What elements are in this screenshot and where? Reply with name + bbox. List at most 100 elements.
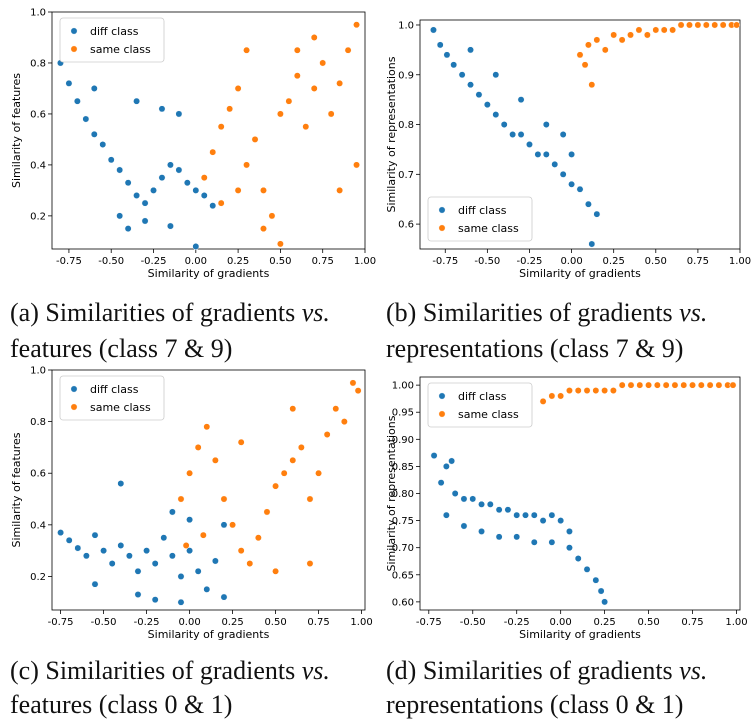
x-tick-label: -0.25 bbox=[141, 256, 167, 267]
scatter-point bbox=[251, 135, 259, 143]
scatter-point bbox=[702, 21, 710, 29]
scatter-point bbox=[124, 179, 132, 187]
scatter-point bbox=[175, 166, 183, 174]
x-tick-label: -0.50 bbox=[474, 256, 500, 267]
series-same-class bbox=[200, 21, 360, 248]
y-tick-label: 0.80 bbox=[392, 489, 414, 500]
scatter-point bbox=[566, 387, 573, 394]
legend-label: same class bbox=[90, 43, 151, 56]
legend: diff class same class bbox=[427, 196, 533, 242]
scatter-point bbox=[574, 387, 582, 394]
scatter-point bbox=[430, 452, 438, 460]
scatter-point bbox=[209, 202, 217, 210]
scatter-point bbox=[272, 567, 280, 575]
scatter-point bbox=[302, 123, 310, 131]
scatter-point bbox=[467, 81, 474, 89]
x-tick-label: 0.50 bbox=[264, 617, 286, 628]
scatter-point bbox=[548, 392, 556, 400]
scatter-point bbox=[203, 585, 211, 593]
scatter-point bbox=[272, 482, 280, 490]
series-same-class bbox=[177, 379, 362, 575]
scatter-point bbox=[478, 500, 485, 508]
scatter-point bbox=[686, 21, 693, 29]
scatter-point bbox=[260, 186, 267, 194]
scatter-point bbox=[143, 547, 151, 555]
x-tick-label: 0.50 bbox=[637, 617, 659, 628]
scatter-point bbox=[469, 495, 477, 503]
scatter-point bbox=[715, 381, 723, 389]
scatter-point bbox=[177, 573, 185, 580]
x-axis-label: Similarity of gradients bbox=[148, 628, 270, 641]
scatter-point bbox=[199, 531, 207, 539]
y-axis-label: Similarity of features bbox=[10, 432, 23, 547]
scatter-point bbox=[492, 71, 500, 79]
scatter-point bbox=[551, 160, 559, 168]
legend-marker bbox=[70, 45, 78, 53]
scatter-point bbox=[353, 21, 360, 29]
scatter-point bbox=[557, 517, 565, 525]
scatter-point bbox=[451, 490, 459, 497]
scatter-point bbox=[151, 596, 159, 604]
scatter-point bbox=[332, 405, 340, 413]
x-tick-label: 0.25 bbox=[593, 617, 615, 628]
scatter-point bbox=[183, 179, 191, 187]
scatter-point bbox=[116, 212, 124, 220]
scatter-point bbox=[175, 110, 183, 118]
scatter-point bbox=[310, 34, 318, 41]
legend-label: diff class bbox=[458, 204, 507, 217]
scatter-point bbox=[542, 121, 550, 128]
scatter-point bbox=[315, 469, 323, 477]
scatter-point bbox=[116, 166, 124, 174]
scatter-point bbox=[280, 469, 288, 477]
x-tick-label: 0.50 bbox=[645, 256, 667, 267]
x-tick-label: -0.75 bbox=[416, 617, 442, 628]
scatter-point bbox=[234, 186, 242, 194]
legend-marker bbox=[70, 403, 78, 411]
series-same-class bbox=[539, 381, 737, 405]
scatter-point bbox=[234, 85, 242, 92]
y-tick-label: 0.4 bbox=[30, 160, 46, 171]
scatter-point bbox=[729, 381, 737, 389]
series-diff-class bbox=[57, 480, 228, 606]
legend-marker bbox=[438, 206, 446, 214]
scatter-point bbox=[182, 542, 190, 549]
scatter-point bbox=[100, 547, 108, 555]
scatter-point bbox=[711, 21, 719, 29]
scatter-point bbox=[652, 26, 660, 34]
scatter-point bbox=[203, 423, 211, 431]
scatter-point bbox=[134, 591, 142, 598]
scatter-point bbox=[220, 495, 228, 503]
scatter-point bbox=[430, 26, 437, 34]
x-tick-label: 0.75 bbox=[687, 256, 709, 267]
scatter-point bbox=[583, 565, 591, 573]
legend-box bbox=[427, 382, 533, 428]
scatter-point bbox=[220, 521, 228, 529]
scatter-point bbox=[177, 598, 185, 606]
scatter-point bbox=[168, 508, 176, 516]
x-tick-label: 0.75 bbox=[307, 617, 329, 628]
scatter-point bbox=[513, 533, 521, 541]
x-tick-label: 1.00 bbox=[354, 256, 376, 267]
scatter-point bbox=[108, 560, 116, 567]
scatter-point bbox=[186, 469, 194, 477]
scatter-point bbox=[306, 560, 314, 567]
scatter-point bbox=[82, 115, 90, 123]
scatter-point bbox=[509, 131, 517, 138]
scatter-point bbox=[719, 21, 727, 29]
scatter-point bbox=[293, 72, 301, 80]
y-axis-label: Similarity of features bbox=[10, 73, 23, 188]
scatter-point bbox=[588, 81, 596, 89]
x-tick-label: 1.00 bbox=[729, 256, 751, 267]
x-tick-label: -0.75 bbox=[432, 256, 458, 267]
scatter-point bbox=[276, 240, 284, 248]
scatter-point bbox=[192, 243, 200, 250]
x-axis-label: Similarity of gradients bbox=[148, 267, 270, 280]
scatter-point bbox=[442, 511, 450, 519]
chart-panel-a: -0.75 -0.50 -0.25 0.00 0.25 0.50 0.75 1.00 0.2 0.… bbox=[10, 8, 376, 281]
y-tick-label: 0.6 bbox=[30, 469, 46, 480]
scatter-point bbox=[436, 41, 444, 49]
scatter-point bbox=[323, 431, 331, 438]
scatter-point bbox=[344, 46, 352, 54]
scatter-point bbox=[186, 547, 194, 555]
